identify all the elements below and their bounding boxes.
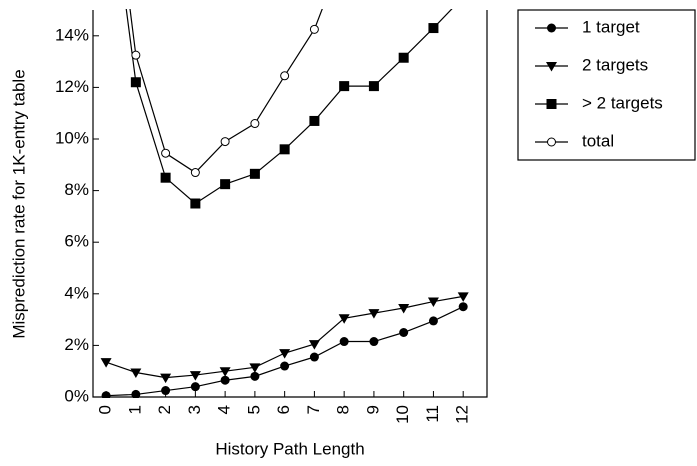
- marker: [457, 292, 469, 302]
- x-tick-label: 6: [274, 405, 293, 414]
- marker: [309, 115, 320, 126]
- marker: [546, 62, 557, 72]
- marker: [427, 297, 439, 308]
- legend-label: 1 target: [582, 17, 640, 36]
- marker: [130, 77, 141, 88]
- marker: [101, 391, 111, 398]
- marker: [190, 198, 201, 209]
- marker: [249, 363, 261, 373]
- y-axis-label: Misprediction rate for 1K-entry table: [9, 69, 28, 338]
- marker: [219, 367, 231, 377]
- legend-box: [517, 9, 696, 161]
- y-tick-label: 0%: [64, 386, 89, 405]
- marker: [279, 349, 291, 359]
- x-tick-label: 9: [363, 405, 382, 414]
- marker: [160, 172, 171, 183]
- plot-area: [100, 0, 469, 398]
- marker: [100, 358, 112, 368]
- marker: [280, 361, 290, 371]
- marker: [547, 23, 556, 33]
- x-tick-label: 3: [185, 405, 204, 414]
- y-tick-label: 6%: [64, 232, 89, 251]
- marker: [131, 50, 141, 60]
- marker: [189, 371, 201, 381]
- marker: [161, 386, 171, 396]
- marker: [279, 144, 290, 155]
- x-tick-label: 0: [96, 405, 115, 414]
- marker: [309, 24, 319, 34]
- marker: [250, 119, 260, 129]
- y-tick-label: 12%: [55, 77, 89, 96]
- marker: [160, 373, 172, 384]
- marker: [546, 99, 557, 109]
- marker: [339, 81, 350, 92]
- marker: [398, 303, 410, 314]
- legend-label: > 2 targets: [582, 93, 663, 112]
- x-tick-label: 2: [155, 405, 174, 414]
- y-tick-label: 4%: [64, 283, 89, 302]
- marker: [398, 52, 409, 63]
- marker: [428, 23, 439, 34]
- marker: [547, 137, 556, 147]
- marker: [368, 81, 379, 92]
- marker: [399, 328, 409, 337]
- x-tick-label: 5: [244, 405, 263, 414]
- y-tick-label: 14%: [55, 25, 89, 44]
- marker: [130, 368, 142, 378]
- y-tick-label: 10%: [55, 128, 89, 147]
- x-tick-label: 12: [453, 405, 472, 424]
- x-tick-label: 10: [393, 405, 412, 424]
- x-axis-label: History Path Length: [215, 439, 364, 458]
- marker: [369, 337, 379, 347]
- marker: [250, 371, 260, 381]
- marker: [428, 316, 438, 326]
- x-tick-label: 1: [125, 405, 144, 414]
- marker: [280, 71, 290, 81]
- marker: [368, 309, 380, 319]
- series-line: [125, 9, 453, 205]
- marker: [220, 137, 230, 147]
- marker: [190, 168, 200, 178]
- marker: [161, 148, 171, 158]
- x-tick-label: 8: [334, 405, 353, 414]
- legend-label: total: [582, 131, 614, 150]
- marker: [190, 382, 200, 392]
- marker: [131, 389, 141, 398]
- x-tick-label: 7: [304, 405, 323, 414]
- marker: [249, 168, 260, 179]
- legend-label: 2 targets: [582, 55, 648, 74]
- marker: [308, 340, 320, 350]
- x-tick-label: 11: [423, 405, 442, 423]
- marker: [458, 302, 468, 312]
- y-tick-label: 2%: [64, 335, 89, 354]
- marker: [309, 352, 319, 362]
- y-tick-label: 8%: [64, 180, 89, 199]
- axis-frame: [92, 10, 488, 398]
- marker: [338, 314, 350, 324]
- marker: [220, 375, 230, 385]
- marker: [339, 337, 349, 347]
- x-tick-label: 4: [215, 405, 234, 414]
- marker: [458, 0, 468, 2]
- marker: [220, 179, 231, 190]
